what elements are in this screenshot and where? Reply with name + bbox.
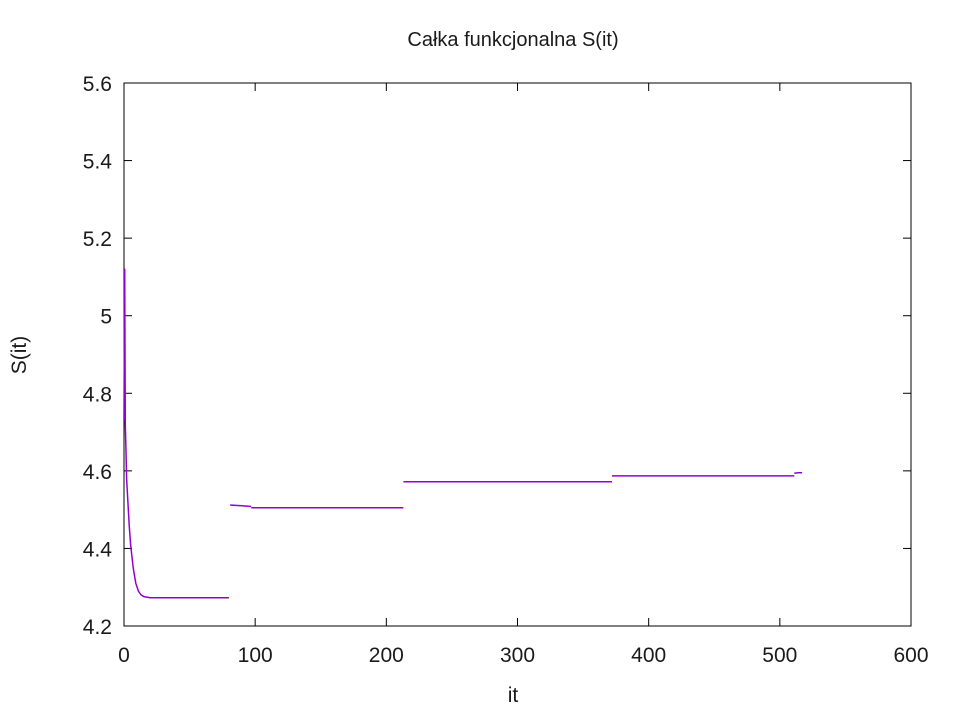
y-tick-label: 5.2 (83, 228, 112, 251)
x-axis-title: it (508, 684, 519, 707)
chart-title: Całka funkcjonalna S(it) (407, 29, 618, 51)
y-tick-label: 4.8 (83, 383, 112, 406)
y-tick-label: 5.4 (83, 151, 113, 174)
y-tick-label: 4.6 (83, 461, 112, 484)
x-tick-label: 500 (762, 644, 797, 667)
x-axis: 0 100 200 300 400 500 600 (118, 83, 929, 667)
series-segment (230, 504, 252, 508)
y-tick-label: 5 (100, 306, 112, 329)
y-axis: 4.2 4.4 4.6 4.8 5 5.2 5.4 5.6 (83, 73, 911, 639)
x-tick-label: 200 (369, 644, 404, 667)
series-line (123, 268, 803, 599)
series-segment (123, 268, 229, 599)
x-tick-label: 400 (631, 644, 666, 667)
x-tick-label: 0 (118, 644, 130, 667)
x-tick-label: 600 (893, 644, 928, 667)
x-tick-label: 100 (238, 644, 273, 667)
y-tick-label: 4.4 (83, 538, 113, 561)
y-axis-title: S(it) (8, 336, 31, 375)
y-tick-label: 4.2 (83, 616, 112, 639)
x-tick-label: 300 (500, 644, 535, 667)
y-tick-label: 5.6 (83, 73, 112, 96)
plot-frame (123, 82, 912, 627)
